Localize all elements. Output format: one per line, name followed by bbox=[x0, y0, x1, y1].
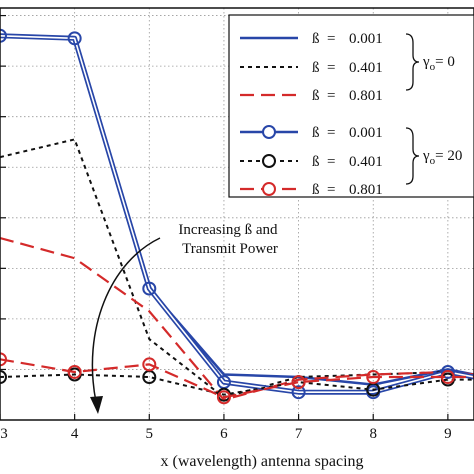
x-ticks: 3 4 5 6 7 8 9 bbox=[0, 14, 452, 442]
legend: ß = 0.001 ß = 0.401 ß = 0.801 ß = 0.001 ß = 0.401 ß = 0.8… bbox=[228, 14, 474, 198]
x-tick-label-4: 7 bbox=[295, 426, 303, 442]
legend-bracket-2 bbox=[405, 127, 420, 185]
legend-group-1-label: γo= 0 bbox=[422, 54, 455, 73]
legend-entry-3: ß = 0.001 bbox=[240, 125, 383, 141]
series-5-point-6 bbox=[440, 370, 455, 385]
legend-eq-5: = bbox=[327, 182, 335, 198]
legend-marker-3 bbox=[262, 125, 276, 139]
legend-group-1-gamma: γ bbox=[422, 54, 430, 70]
annotation-line-1: Increasing ß and bbox=[178, 222, 278, 238]
series-4-point-0 bbox=[0, 370, 7, 385]
series-5-point-2 bbox=[142, 357, 157, 372]
legend-group-2-gamma: γ bbox=[422, 148, 430, 164]
legend-value-4: 0.401 bbox=[349, 154, 383, 170]
annotation-arrowhead bbox=[90, 396, 103, 414]
legend-entry-1: ß = 0.401 bbox=[240, 60, 383, 76]
series-5-point-5 bbox=[366, 370, 381, 385]
series-5-point-3 bbox=[216, 390, 231, 405]
series-5-point-1 bbox=[67, 364, 82, 379]
legend-group-1-value: = 0 bbox=[435, 54, 455, 70]
annotation-arrow bbox=[91, 237, 161, 403]
series-3-line-inner bbox=[0, 35, 474, 394]
legend-entry-4: ß = 0.401 bbox=[240, 154, 383, 170]
legend-entries: ß = 0.001 ß = 0.401 ß = 0.801 ß = 0.001 ß = 0.401 ß = 0.8… bbox=[240, 31, 383, 198]
series-5-point-0 bbox=[0, 352, 7, 367]
legend-eq-2: = bbox=[327, 88, 335, 104]
legend-eq-4: = bbox=[327, 154, 335, 170]
series-3-point-1 bbox=[67, 31, 82, 46]
legend-value-1: 0.401 bbox=[349, 60, 383, 76]
series-3-point-0 bbox=[0, 28, 7, 43]
series-3-point-4 bbox=[291, 385, 306, 400]
annotation: Increasing ß and Transmit Power bbox=[90, 222, 278, 414]
legend-marker-5 bbox=[262, 182, 276, 196]
plot-frame bbox=[0, 7, 474, 421]
legend-beta-1: ß bbox=[312, 60, 320, 76]
legend-entry-2: ß = 0.801 bbox=[240, 88, 383, 104]
x-tick-label-0: 3 bbox=[0, 426, 8, 442]
x-tick-label-6: 9 bbox=[444, 426, 452, 442]
legend-group-2-subscript: o bbox=[430, 155, 436, 167]
legend-beta-4: ß bbox=[312, 154, 320, 170]
series-2 bbox=[0, 236, 474, 401]
legend-beta-2: ß bbox=[312, 88, 320, 104]
legend-marker-4 bbox=[262, 154, 276, 168]
legend-value-2: 0.801 bbox=[349, 88, 383, 104]
series-layer bbox=[0, 28, 474, 405]
series-5-point-4 bbox=[291, 375, 306, 390]
legend-bracket-1 bbox=[405, 33, 420, 91]
series-3-point-6 bbox=[440, 364, 455, 379]
legend-entry-5: ß = 0.801 bbox=[240, 182, 383, 198]
legend-group-2-value: = 20 bbox=[435, 148, 462, 164]
legend-beta-0: ß bbox=[312, 31, 320, 47]
series-3-point-2 bbox=[142, 281, 157, 296]
x-tick-label-2: 5 bbox=[146, 426, 154, 442]
legend-value-3: 0.001 bbox=[349, 125, 383, 141]
legend-eq-1: = bbox=[327, 60, 335, 76]
legend-value-0: 0.001 bbox=[349, 31, 383, 47]
legend-beta-3: ß bbox=[312, 125, 320, 141]
legend-group-2-label: γo= 20 bbox=[422, 148, 462, 167]
legend-eq-3: = bbox=[327, 125, 335, 141]
legend-beta-5: ß bbox=[312, 182, 320, 198]
series-1-line bbox=[0, 138, 474, 399]
x-tick-label-1: 4 bbox=[71, 426, 79, 442]
series-3 bbox=[0, 28, 474, 400]
legend-value-5: 0.801 bbox=[349, 182, 383, 198]
x-tick-label-5: 8 bbox=[369, 426, 377, 442]
legend-group-1-subscript: o bbox=[430, 61, 436, 73]
series-5-line bbox=[0, 358, 474, 399]
legend-entry-0: ß = 0.001 bbox=[240, 31, 383, 47]
legend-eq-0: = bbox=[327, 31, 335, 47]
x-axis-label: x (wavelength) antenna spacing bbox=[160, 453, 363, 470]
x-tick-label-3: 6 bbox=[220, 426, 228, 442]
series-1 bbox=[0, 138, 474, 399]
annotation-line-2: Transmit Power bbox=[182, 241, 278, 257]
series-5 bbox=[0, 352, 474, 405]
series-2-line bbox=[0, 236, 474, 401]
